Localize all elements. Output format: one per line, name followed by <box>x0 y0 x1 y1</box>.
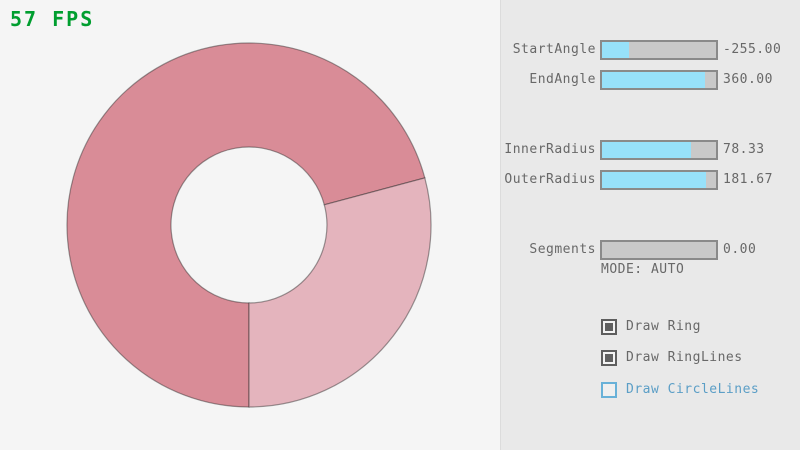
checkbox[interactable] <box>601 350 617 366</box>
slider-row: OuterRadius 181.67 <box>501 170 800 190</box>
slider-row: Segments 0.00 <box>501 240 800 260</box>
slider-label: StartAngle <box>512 42 596 57</box>
slider-row: EndAngle 360.00 <box>501 70 800 90</box>
checkbox-checkmark <box>605 323 613 331</box>
slider-bar[interactable] <box>600 70 718 90</box>
ring-chart <box>66 42 432 408</box>
slider-label: Segments <box>529 242 596 257</box>
mode-label: MODE: AUTO <box>601 262 685 277</box>
checkbox-label: Draw Ring <box>626 319 701 334</box>
slider-bar[interactable] <box>600 170 718 190</box>
slider-fill <box>602 142 691 158</box>
checkbox[interactable] <box>601 382 617 398</box>
slider-fill <box>602 172 706 188</box>
slider-fill <box>602 42 630 58</box>
slider-fill <box>602 72 705 88</box>
slider-label: EndAngle <box>529 72 596 87</box>
ring-segment-light <box>248 177 432 408</box>
slider-bar[interactable] <box>600 140 718 160</box>
slider-value: -255.00 <box>723 42 782 57</box>
slider-bar[interactable] <box>600 240 718 260</box>
checkbox-label: Draw RingLines <box>626 350 743 365</box>
checkbox[interactable] <box>601 319 617 335</box>
checkbox-label: Draw CircleLines <box>626 382 760 397</box>
fps-counter: 57 FPS <box>10 7 95 31</box>
slider-value: 78.33 <box>723 142 765 157</box>
slider-row: StartAngle -255.00 <box>501 40 800 60</box>
slider-label: InnerRadius <box>504 142 596 157</box>
slider-bar[interactable] <box>600 40 718 60</box>
slider-value: 0.00 <box>723 242 757 257</box>
checkbox-checkmark <box>605 354 613 362</box>
slider-row: InnerRadius 78.33 <box>501 140 800 160</box>
ring-segment-dark <box>66 42 426 408</box>
slider-label: OuterRadius <box>504 172 596 187</box>
control-panel: StartAngle -255.00 EndAngle 360.00 Inner… <box>500 0 800 450</box>
slider-value: 181.67 <box>723 172 773 187</box>
slider-value: 360.00 <box>723 72 773 87</box>
